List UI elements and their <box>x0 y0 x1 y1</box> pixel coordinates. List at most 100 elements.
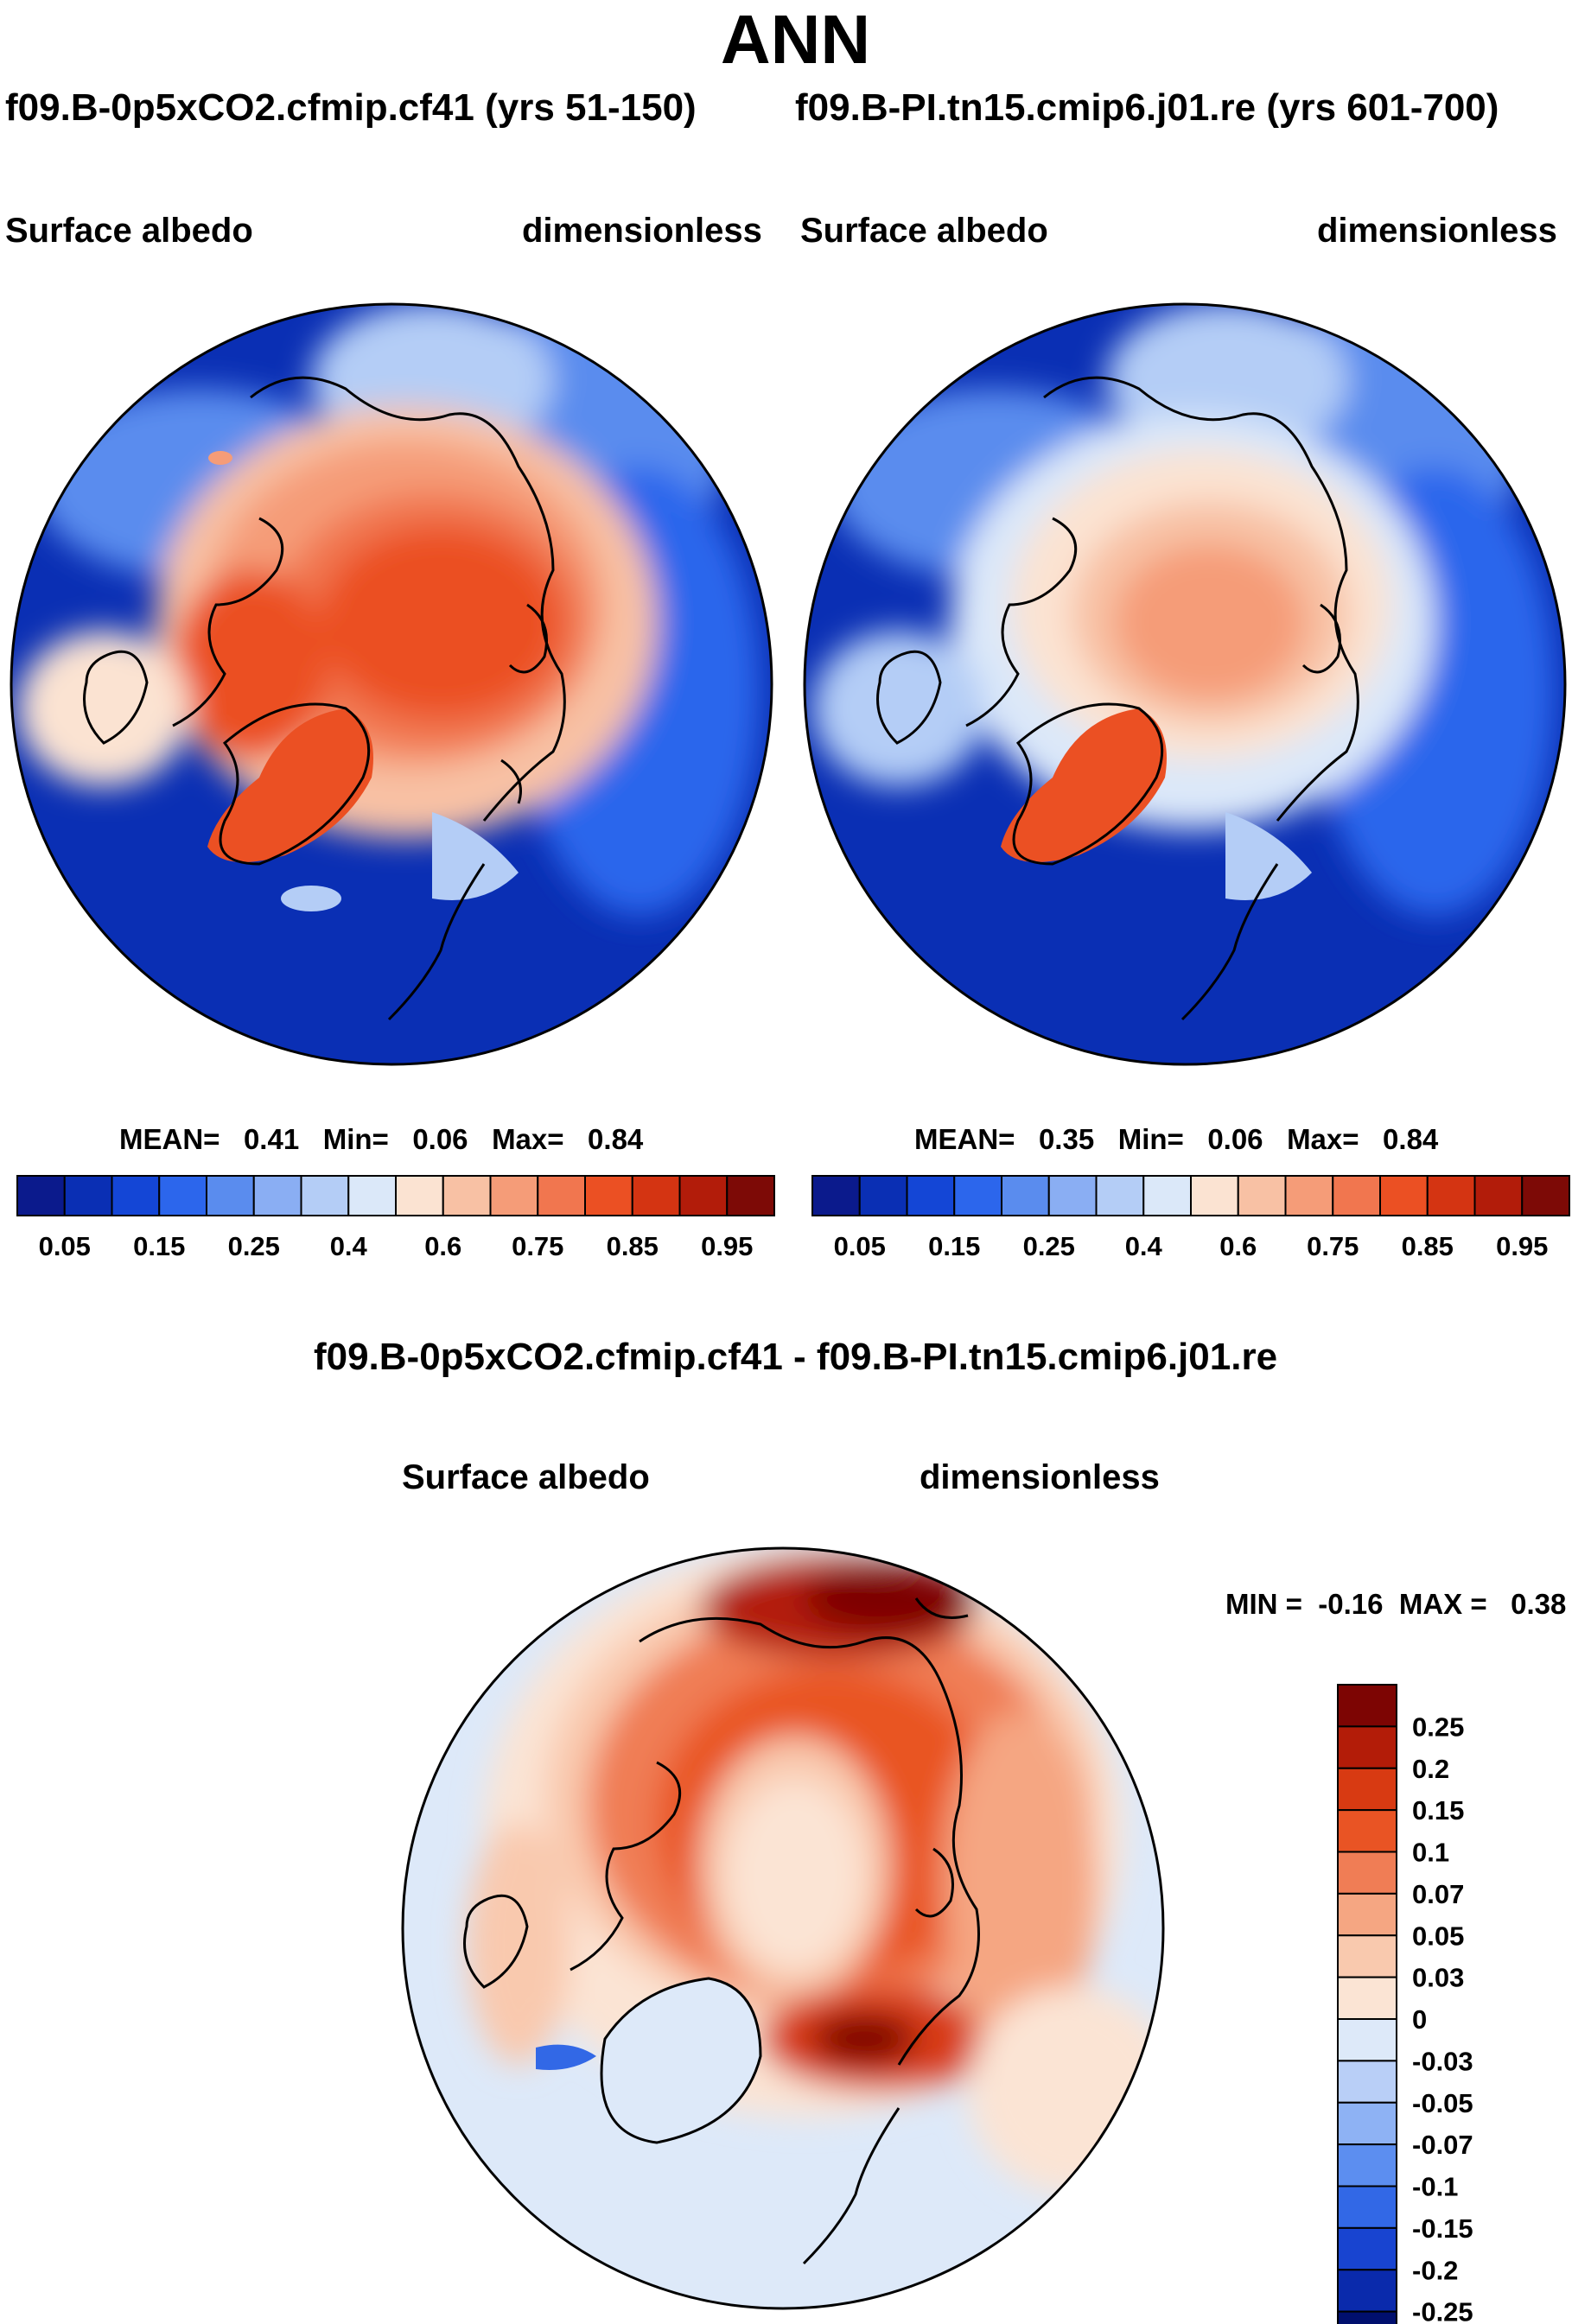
right-colorbar: 0.05 0.15 0.25 0.4 0.6 0.75 0.85 0.95 <box>811 1175 1570 1261</box>
right-colorbar-tick-label: 0.15 <box>928 1231 980 1261</box>
left-colorbar-swatch <box>158 1175 207 1216</box>
left-colorbar-tick-label: 0.75 <box>512 1231 563 1261</box>
right-colorbar-tick-label: 0.6 <box>1219 1231 1257 1261</box>
right-colorbar-swatch <box>858 1175 908 1216</box>
left-colorbar-tick-label: 0.95 <box>701 1231 753 1261</box>
difference-min-max: MIN = -0.16 MAX = 0.38 <box>1225 1588 1566 1621</box>
difference-colorbar-tick-label: 0.07 <box>1412 1879 1464 1909</box>
left-colorbar-swatch <box>111 1175 161 1216</box>
right-colorbar-tick-label: 0.05 <box>834 1231 886 1261</box>
left-colorbar-tick-label: 0.25 <box>228 1231 280 1261</box>
difference-colorbar-swatch <box>1337 2060 1397 2104</box>
right-colorbar-swatch <box>1237 1175 1287 1216</box>
left-mean-value: 0.41 <box>243 1123 300 1155</box>
difference-colorbar-tick-label: -0.25 <box>1412 2297 1473 2324</box>
difference-colorbar-swatch <box>1337 2269 1397 2313</box>
right-polar-map <box>803 302 1567 1066</box>
difference-colorbar-tick-label: -0.15 <box>1412 2213 1473 2244</box>
left-stats: MEAN= 0.41 Min= 0.06 Max= 0.84 <box>119 1123 643 1156</box>
right-colorbar-swatch <box>811 1175 861 1216</box>
right-min-value: 0.06 <box>1207 1123 1263 1155</box>
difference-min-value: -0.16 <box>1318 1588 1384 1620</box>
right-colorbar-tick-label: 0.95 <box>1496 1231 1548 1261</box>
right-colorbar-swatch <box>1142 1175 1192 1216</box>
left-colorbar-swatch <box>726 1175 775 1216</box>
right-units-label: dimensionless <box>1317 212 1557 250</box>
difference-colorbar-tick-label: 0.25 <box>1412 1711 1464 1742</box>
left-colorbar-swatch <box>395 1175 444 1216</box>
left-colorbar-tick-label: 0.15 <box>133 1231 185 1261</box>
left-colorbar-swatch <box>489 1175 539 1216</box>
right-mean-label: MEAN= <box>914 1123 1015 1155</box>
right-colorbar-tick-label: 0.85 <box>1402 1231 1454 1261</box>
left-run-title: f09.B-0p5xCO2.cfmip.cf41 (yrs 51-150) <box>5 86 697 129</box>
left-colorbar-tick-label: 0.4 <box>330 1231 368 1261</box>
right-colorbar-swatch <box>1284 1175 1334 1216</box>
left-colorbar-swatch <box>584 1175 633 1216</box>
left-polar-map <box>10 302 773 1066</box>
difference-colorbar-swatch <box>1337 1809 1397 1853</box>
difference-colorbar-tick-label: 0.03 <box>1412 1963 1464 1993</box>
difference-units-label: dimensionless <box>920 1458 1160 1496</box>
left-colorbar-tick-label: 0.05 <box>39 1231 91 1261</box>
left-colorbar-swatch <box>63 1175 113 1216</box>
left-min-label: Min= <box>322 1123 389 1155</box>
right-colorbar-swatch <box>1426 1175 1476 1216</box>
difference-title: f09.B-0p5xCO2.cfmip.cf41 - f09.B-PI.tn15… <box>313 1336 1278 1378</box>
difference-colorbar-swatch <box>1337 1767 1397 1812</box>
right-colorbar-swatch <box>1379 1175 1429 1216</box>
right-mean-value: 0.35 <box>1038 1123 1095 1155</box>
right-max-label: Max= <box>1287 1123 1359 1155</box>
difference-colorbar-tick-label: -0.03 <box>1412 2046 1473 2076</box>
difference-colorbar-tick-label: 0.05 <box>1412 1921 1464 1951</box>
difference-colorbar-swatch <box>1337 2310 1397 2324</box>
left-colorbar-tick-label: 0.6 <box>424 1231 461 1261</box>
difference-max-value: 0.38 <box>1511 1588 1567 1620</box>
right-colorbar-swatch <box>1095 1175 1145 1216</box>
difference-polar-map <box>401 1546 1165 2310</box>
right-colorbar-swatch <box>1473 1175 1524 1216</box>
right-colorbar-tick-label: 0.4 <box>1125 1231 1163 1261</box>
right-stats: MEAN= 0.35 Min= 0.06 Max= 0.84 <box>914 1123 1438 1156</box>
difference-colorbar: 0.25 0.2 0.15 0.1 0.07 0.05 0.03 0 -0.03 -0.05 -0.… <box>1337 1684 1473 2324</box>
difference-colorbar-swatch <box>1337 2101 1397 2146</box>
figure-title: ANN <box>720 1 871 78</box>
left-colorbar-swatch <box>442 1175 492 1216</box>
left-colorbar-swatch <box>16 1175 66 1216</box>
right-colorbar-tick-label: 0.75 <box>1307 1231 1359 1261</box>
difference-colorbar-swatch <box>1337 1684 1397 1728</box>
left-colorbar-swatch <box>347 1175 397 1216</box>
right-colorbar-swatch <box>1047 1175 1098 1216</box>
right-min-label: Min= <box>1117 1123 1184 1155</box>
left-colorbar-tick-label: 0.85 <box>607 1231 659 1261</box>
difference-colorbar-tick-label: -0.2 <box>1412 2255 1458 2285</box>
right-colorbar-swatch <box>1001 1175 1050 1216</box>
right-colorbar-swatch <box>1190 1175 1239 1216</box>
left-max-value: 0.84 <box>588 1123 644 1155</box>
left-colorbar-swatch <box>631 1175 681 1216</box>
difference-colorbar-tick-label: -0.05 <box>1412 2088 1473 2118</box>
right-max-value: 0.84 <box>1383 1123 1439 1155</box>
left-colorbar: 0.05 0.15 0.25 0.4 0.6 0.75 0.85 0.95 <box>16 1175 775 1261</box>
difference-colorbar-swatch <box>1337 1892 1397 1937</box>
difference-colorbar-swatch <box>1337 2143 1397 2187</box>
difference-variable-label: Surface albedo <box>402 1458 650 1496</box>
left-min-value: 0.06 <box>412 1123 468 1155</box>
difference-colorbar-swatch <box>1337 1934 1397 1978</box>
right-colorbar-swatch <box>953 1175 1002 1216</box>
difference-colorbar-swatch <box>1337 1851 1397 1895</box>
difference-max-label: MAX = <box>1398 1588 1487 1620</box>
left-variable-label: Surface albedo <box>5 212 253 250</box>
right-colorbar-swatch <box>1332 1175 1381 1216</box>
left-units-label: dimensionless <box>522 212 762 250</box>
difference-colorbar-swatch <box>1337 1725 1397 1769</box>
difference-colorbar-swatch <box>1337 2185 1397 2229</box>
left-colorbar-swatch <box>537 1175 586 1216</box>
right-colorbar-swatch <box>1521 1175 1570 1216</box>
difference-colorbar-swatch <box>1337 1976 1397 2020</box>
left-mean-label: MEAN= <box>119 1123 220 1155</box>
difference-colorbar-tick-label: 0.15 <box>1412 1795 1464 1826</box>
difference-colorbar-swatch <box>1337 2226 1397 2271</box>
difference-colorbar-tick-label: -0.07 <box>1412 2130 1473 2160</box>
